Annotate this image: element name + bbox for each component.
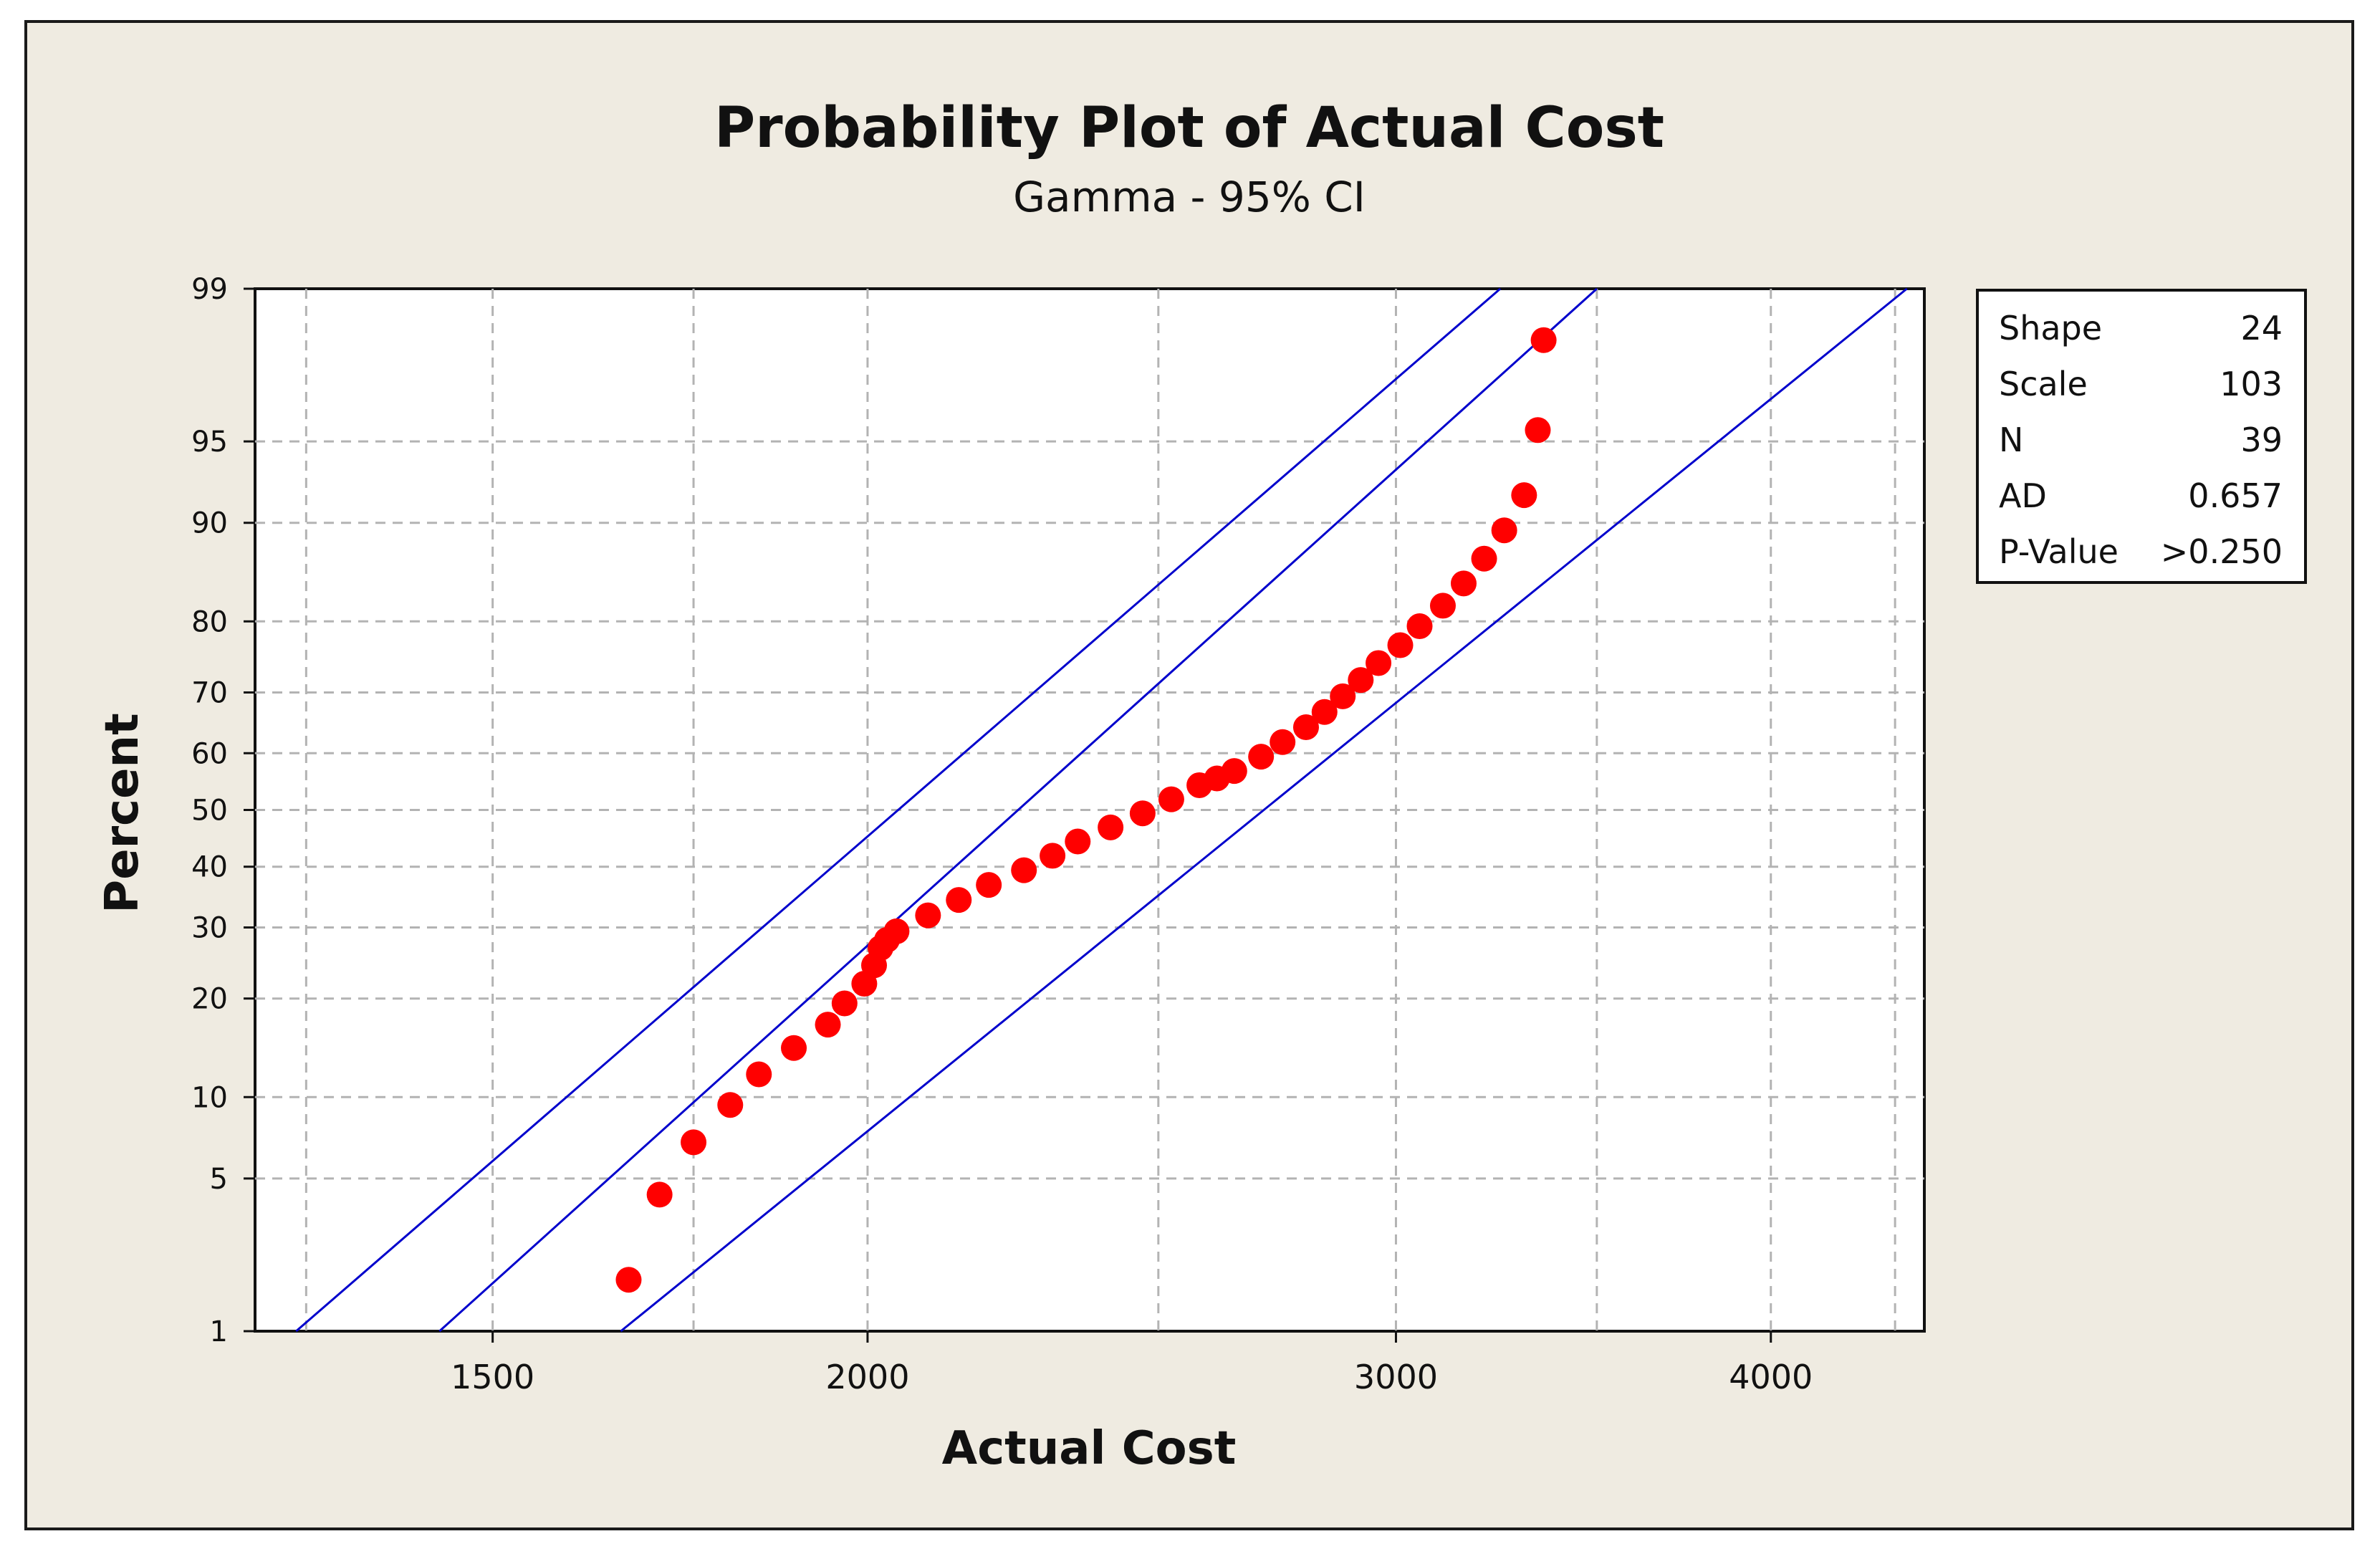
data-point — [1450, 570, 1477, 597]
stat-value: >0.250 — [2161, 532, 2283, 571]
data-point — [1330, 683, 1356, 709]
stat-label: Shape — [1999, 309, 2102, 347]
x-axis-ticks: 1500 2000 3000 4000 — [451, 1331, 1813, 1396]
y-tick-label: 80 — [191, 605, 228, 638]
stat-label: N — [1999, 421, 2023, 459]
y-tick-label: 70 — [191, 677, 228, 710]
data-point — [1406, 613, 1433, 639]
y-tick-label: 5 — [210, 1163, 228, 1196]
stats-table: Shape 24 Scale 103 N 39 AD 0.657 P-Value >0.250 — [1999, 309, 2283, 571]
x-tick-label: 3000 — [1354, 1358, 1438, 1396]
stat-value: 0.657 — [2188, 476, 2283, 515]
x-axis-label: Actual Cost — [942, 1422, 1237, 1475]
y-tick-label: 95 — [191, 426, 228, 459]
data-point — [1270, 729, 1296, 755]
data-point — [1511, 482, 1537, 509]
data-point — [1292, 714, 1319, 741]
stat-value: 24 — [2240, 309, 2283, 347]
y-tick-label: 20 — [191, 983, 228, 1016]
data-point — [646, 1181, 673, 1208]
stat-label: AD — [1999, 476, 2047, 515]
stat-value: 39 — [2240, 421, 2283, 459]
fit-line — [438, 287, 1598, 1333]
y-axis-ticks: 1 5 10 20 30 40 50 60 70 80 90 95 99 — [191, 273, 255, 1348]
data-point — [1129, 800, 1156, 827]
y-tick-label: 30 — [191, 911, 228, 944]
data-points — [615, 327, 1557, 1293]
stat-label: Scale — [1999, 365, 2088, 403]
y-tick-label: 50 — [191, 795, 228, 828]
data-point — [1530, 327, 1557, 353]
y-tick-label: 99 — [191, 273, 228, 306]
data-point — [1158, 786, 1184, 812]
data-point — [1011, 857, 1037, 883]
upper-ci-line — [295, 287, 1502, 1333]
grid — [255, 289, 1924, 1331]
data-point — [781, 1035, 807, 1061]
data-point — [1248, 744, 1275, 770]
x-tick-label: 4000 — [1729, 1358, 1813, 1396]
x-tick-label: 1500 — [451, 1358, 534, 1396]
y-tick-label: 40 — [191, 851, 228, 884]
data-point — [915, 902, 941, 929]
data-point — [1348, 667, 1374, 694]
stat-label: P-Value — [1999, 532, 2119, 571]
data-point — [1525, 417, 1551, 443]
data-point — [1366, 650, 1392, 676]
data-point — [681, 1129, 707, 1156]
data-point — [976, 872, 1002, 898]
chart-subtitle: Gamma - 95% CI — [1013, 173, 1366, 221]
y-tick-label: 10 — [191, 1081, 228, 1114]
data-point — [1311, 699, 1338, 725]
chart-title: Probability Plot of Actual Cost — [714, 96, 1664, 160]
data-point — [946, 887, 972, 913]
y-tick-label: 1 — [210, 1315, 228, 1348]
data-point — [815, 1012, 841, 1038]
stats-legend — [1976, 289, 2307, 584]
data-point — [883, 918, 910, 944]
data-point — [831, 990, 858, 1017]
lower-ci-line — [620, 287, 1908, 1333]
data-point — [1040, 843, 1066, 869]
data-point — [746, 1061, 772, 1088]
y-tick-label: 60 — [191, 737, 228, 770]
data-point — [1098, 814, 1124, 840]
data-point — [1221, 758, 1247, 785]
data-point — [1387, 632, 1414, 658]
data-point — [1491, 517, 1517, 544]
data-point — [615, 1267, 642, 1293]
fit-lines — [295, 287, 1908, 1333]
data-point — [717, 1092, 744, 1118]
y-tick-label: 90 — [191, 507, 228, 540]
data-point — [1429, 593, 1456, 619]
data-point — [1471, 545, 1497, 572]
y-axis-label: Percent — [96, 713, 149, 913]
x-tick-label: 2000 — [825, 1358, 909, 1396]
data-point — [1065, 828, 1091, 855]
stat-value: 103 — [2220, 365, 2283, 403]
